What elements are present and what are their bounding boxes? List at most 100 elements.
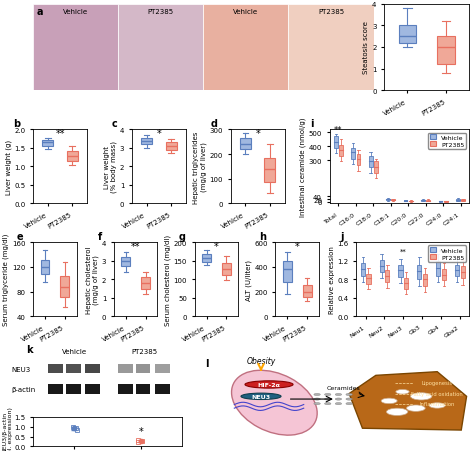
Text: **: ** [55, 129, 65, 139]
Text: *: * [156, 129, 161, 139]
Circle shape [335, 403, 342, 405]
Bar [409, 201, 413, 202]
Text: l: l [205, 358, 209, 368]
Bar [136, 384, 150, 395]
Y-axis label: Steatosis score: Steatosis score [363, 22, 369, 74]
Bar [339, 146, 343, 156]
Text: f: f [98, 231, 102, 241]
Circle shape [325, 394, 331, 396]
Legend: Vehicle, PT2385: Vehicle, PT2385 [428, 246, 466, 262]
Bar [374, 162, 378, 173]
PathPatch shape [240, 139, 251, 150]
Y-axis label: Serum triglyceride (mg/dl): Serum triglyceride (mg/dl) [3, 234, 9, 326]
Text: a: a [36, 7, 43, 17]
Bar [455, 265, 459, 276]
Bar [48, 364, 63, 373]
Text: *: * [295, 242, 300, 252]
Ellipse shape [245, 381, 293, 388]
Y-axis label: Serum cholesterol (mg/dl): Serum cholesterol (mg/dl) [164, 234, 171, 325]
Text: **: ** [131, 242, 140, 252]
Text: HIF-2α: HIF-2α [257, 382, 281, 387]
PathPatch shape [222, 263, 231, 275]
Circle shape [346, 398, 352, 400]
PathPatch shape [302, 285, 311, 298]
Bar [366, 274, 371, 284]
Text: *: * [214, 242, 219, 252]
Bar [442, 270, 446, 281]
Text: Ceramides: Ceramides [327, 385, 361, 390]
Bar [33, 5, 118, 91]
Text: *: * [139, 426, 144, 436]
Bar [461, 267, 465, 279]
Bar [203, 5, 289, 91]
Text: Fatty acid oxidation: Fatty acid oxidation [411, 391, 463, 396]
Circle shape [314, 398, 320, 400]
Y-axis label: NEU3/β-actin
(rel. expression): NEU3/β-actin (rel. expression) [2, 406, 13, 451]
PathPatch shape [399, 26, 416, 43]
Text: Vehicle: Vehicle [233, 9, 258, 15]
Text: β-actin: β-actin [11, 387, 35, 392]
Text: j: j [340, 231, 344, 241]
Text: *: * [255, 129, 260, 139]
Bar [386, 199, 390, 201]
Circle shape [396, 390, 409, 394]
Text: b: b [13, 119, 20, 129]
Text: g: g [178, 231, 185, 241]
Ellipse shape [231, 370, 317, 435]
Bar [118, 5, 203, 91]
Text: Vehicle: Vehicle [62, 349, 87, 354]
Circle shape [346, 394, 352, 396]
Text: PT2385: PT2385 [131, 349, 157, 354]
Bar [392, 200, 395, 201]
Bar [385, 271, 390, 282]
Bar [456, 200, 460, 201]
Circle shape [335, 398, 342, 400]
Bar [461, 200, 465, 201]
Text: **: ** [334, 125, 343, 134]
Text: Obesity: Obesity [246, 356, 276, 365]
Bar [155, 364, 170, 373]
Circle shape [314, 403, 320, 405]
Text: *: * [439, 248, 443, 254]
Bar [66, 364, 81, 373]
Y-axis label: Hepatic cholesterol
(mg/g of liver): Hepatic cholesterol (mg/g of liver) [85, 246, 99, 313]
Circle shape [314, 394, 320, 396]
Circle shape [335, 394, 342, 396]
PathPatch shape [264, 158, 275, 183]
Bar [369, 156, 373, 168]
Y-axis label: Liver weight
(% body mass): Liver weight (% body mass) [104, 141, 117, 193]
PathPatch shape [42, 140, 53, 147]
Bar [423, 274, 427, 286]
PathPatch shape [60, 276, 69, 297]
PathPatch shape [438, 37, 455, 65]
Bar [85, 384, 100, 395]
Y-axis label: Relative expression: Relative expression [328, 246, 335, 313]
Bar [436, 261, 440, 276]
Bar [404, 201, 408, 202]
Ellipse shape [241, 393, 281, 400]
Text: d: d [210, 119, 218, 129]
Bar [417, 265, 421, 280]
Bar [404, 279, 408, 289]
Bar [66, 384, 81, 395]
Text: PT2385: PT2385 [318, 9, 344, 15]
Text: PT2385: PT2385 [148, 9, 174, 15]
Text: c: c [111, 119, 118, 129]
Text: h: h [259, 231, 266, 241]
Text: NEU3: NEU3 [11, 366, 30, 372]
Y-axis label: Hepatic triglycerides
(mg/g of liver): Hepatic triglycerides (mg/g of liver) [193, 131, 207, 203]
Y-axis label: Liver weight (g): Liver weight (g) [5, 139, 11, 194]
Text: e: e [17, 231, 23, 241]
Y-axis label: Intestinal ceramide (nmol/g): Intestinal ceramide (nmol/g) [299, 117, 306, 216]
Y-axis label: ALT (U/liter): ALT (U/liter) [245, 259, 252, 300]
Bar [399, 265, 402, 277]
Bar [351, 148, 355, 159]
Bar [155, 384, 170, 395]
Bar [136, 364, 150, 373]
Text: Inflammation: Inflammation [419, 401, 455, 406]
Bar [85, 364, 100, 373]
Text: i: i [310, 119, 314, 129]
Bar [48, 384, 63, 395]
Text: Lipogenesis: Lipogenesis [422, 380, 453, 385]
PathPatch shape [283, 261, 292, 282]
